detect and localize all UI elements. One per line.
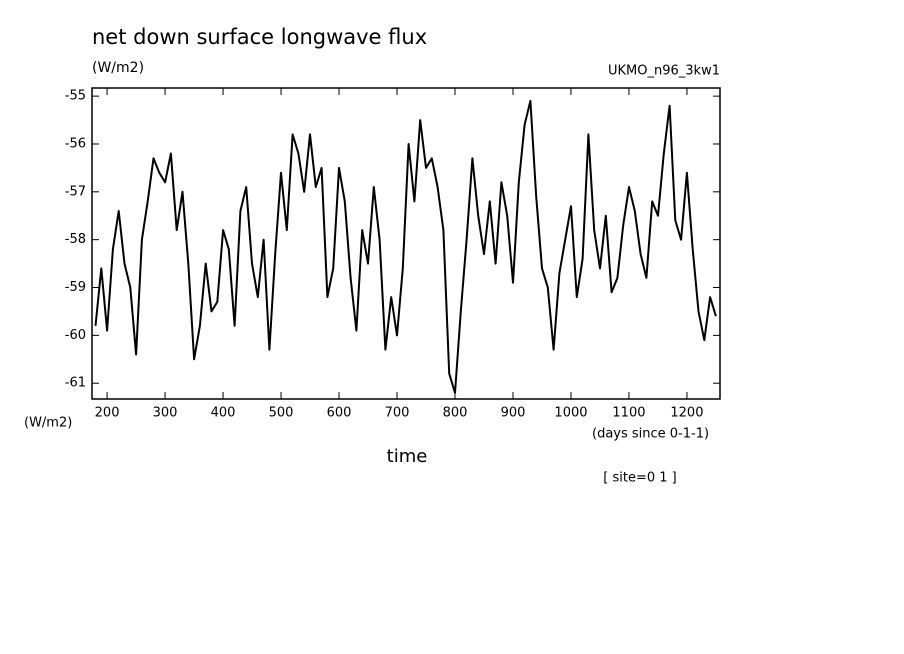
x-tick-label: 200 [95, 406, 120, 421]
y-tick-label: -61 [65, 376, 86, 391]
y-tick-label: -58 [65, 232, 86, 247]
x-tick-label: 500 [269, 406, 294, 421]
x-tick-label: 600 [327, 406, 352, 421]
x-tick-label: 1100 [612, 406, 645, 421]
x-axis-title: time [387, 446, 428, 467]
x-unit: (days since 0-1-1) [592, 427, 709, 442]
x-tick-label: 400 [211, 406, 236, 421]
y-tick-label: -55 [65, 89, 86, 104]
y-tick-label: -59 [65, 280, 86, 295]
plot-frame [91, 87, 721, 400]
y-tick-label: -60 [65, 328, 86, 343]
data-line [94, 99, 717, 394]
model-label: UKMO_n96_3kw1 [608, 64, 720, 79]
y-unit: (W/m2) [92, 60, 144, 76]
x-tick-label: 800 [443, 406, 468, 421]
y-unit-bottom: (W/m2) [24, 416, 72, 431]
x-tick-label: 1000 [554, 406, 587, 421]
x-tick-label: 300 [153, 406, 178, 421]
y-tick-label: -57 [65, 184, 86, 199]
site-label: [ site=0 1 ] [603, 471, 676, 486]
y-tick-label: -56 [65, 136, 86, 151]
x-tick-label: 1200 [670, 406, 703, 421]
x-tick-label: 700 [385, 406, 410, 421]
chart-title: net down surface longwave flux [92, 25, 427, 49]
x-tick-label: 900 [501, 406, 526, 421]
